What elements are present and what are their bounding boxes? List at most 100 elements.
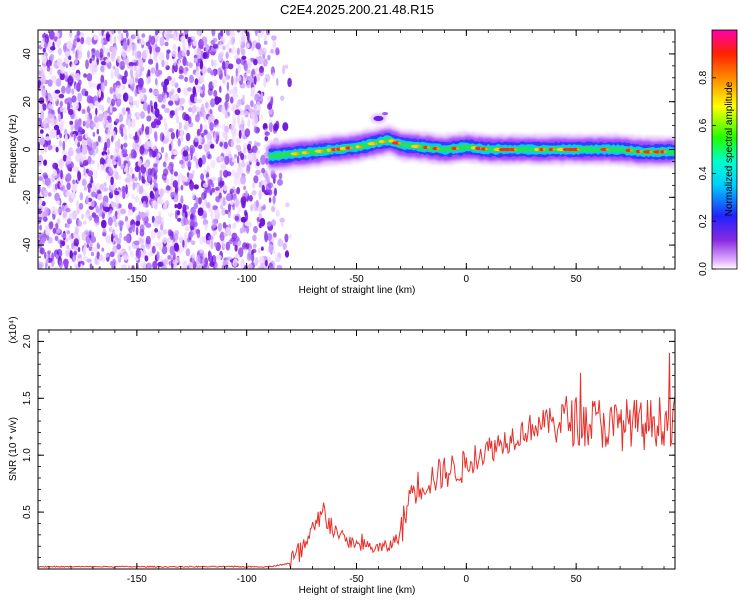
noise-blob — [226, 256, 233, 261]
ridge-core — [649, 150, 653, 154]
noise-blob — [145, 46, 149, 57]
noise-blob — [200, 59, 203, 70]
noise-blob — [251, 145, 258, 154]
noise-blob — [257, 34, 260, 43]
noise-blob — [130, 148, 136, 159]
noise-blob — [76, 50, 83, 60]
noise-blob — [234, 153, 237, 159]
noise-blob — [51, 109, 55, 115]
noise-blob — [144, 255, 149, 262]
noise-blob — [111, 98, 116, 107]
noise-blob — [215, 254, 222, 260]
noise-blob — [260, 92, 264, 99]
noise-blob — [41, 91, 46, 98]
ridge-core — [639, 150, 643, 153]
noise-blob — [44, 251, 47, 260]
noise-blob — [149, 88, 153, 93]
noise-blob — [210, 240, 214, 250]
y-tick-label: 1.5 — [22, 391, 33, 405]
noise-blob — [195, 114, 200, 123]
noise-blob — [111, 135, 114, 143]
noise-blob — [178, 59, 181, 67]
noise-blob — [47, 144, 53, 151]
noise-blob — [229, 124, 234, 131]
noise-blob — [100, 82, 105, 92]
noise-blob — [202, 52, 208, 59]
noise-blob — [263, 47, 267, 52]
noise-blob — [77, 261, 81, 268]
noise-blob — [65, 155, 72, 165]
noise-blob — [214, 242, 217, 247]
noise-blob — [72, 184, 77, 193]
x-tick-label: -100 — [237, 274, 257, 285]
noise-blob — [145, 262, 152, 269]
noise-blob — [219, 231, 225, 242]
noise-blob — [148, 58, 154, 65]
noise-blob — [171, 64, 175, 74]
noise-blob — [213, 59, 217, 68]
snr-panel: -150 -100 -50 0 50 0.5 1.0 1.5 2.0 Height of st… — [8, 316, 676, 596]
ridge-core — [635, 149, 641, 154]
noise-blob — [209, 108, 213, 115]
noise-blob — [114, 91, 119, 96]
noise-blob — [264, 131, 270, 136]
noise-blob — [91, 191, 97, 198]
noise-blob — [75, 50, 78, 60]
noise-blob — [53, 62, 58, 69]
noise-blob — [213, 68, 217, 77]
noise-blob — [99, 48, 104, 58]
noise-blob — [122, 185, 126, 194]
noise-blob — [196, 230, 201, 239]
noise-blob — [114, 171, 119, 180]
noise-blob — [119, 60, 125, 71]
noise-blob — [152, 51, 157, 61]
ridge-core — [426, 146, 431, 149]
noise-blob — [60, 169, 63, 180]
noise-blob — [186, 49, 190, 57]
noise-blob — [52, 162, 59, 169]
noise-blob — [131, 34, 136, 40]
noise-blob — [79, 32, 85, 38]
noise-blob — [77, 218, 81, 227]
noise-blob — [84, 213, 90, 219]
noise-blob — [40, 147, 45, 155]
noise-blob — [74, 34, 80, 41]
noise-blob — [212, 37, 218, 43]
noise-blob — [74, 114, 78, 120]
noise-blob — [97, 193, 103, 201]
noise-blob — [169, 230, 175, 241]
noise-blob — [263, 152, 270, 158]
noise-blob — [198, 157, 203, 168]
noise-blob — [87, 155, 92, 165]
noise-blob — [206, 137, 212, 146]
noise-blob — [207, 153, 212, 160]
noise-blob — [239, 123, 245, 132]
noise-blob — [53, 124, 60, 131]
noise-blob — [246, 164, 251, 172]
noise-blob — [69, 167, 72, 172]
y-tick-label: 40 — [22, 48, 33, 60]
noise-blob — [115, 204, 119, 210]
noise-blob — [51, 75, 57, 84]
noise-blob — [131, 50, 135, 57]
noise-blob — [239, 109, 245, 116]
noise-blob — [171, 79, 176, 87]
noise-blob — [100, 39, 104, 44]
noise-blob — [104, 79, 108, 87]
noise-blob — [226, 171, 232, 177]
noise-blob — [267, 95, 272, 102]
noise-blob — [109, 86, 113, 95]
noise-blob — [113, 35, 117, 45]
noise-blob — [250, 112, 256, 120]
noise-blob — [248, 247, 252, 255]
noise-blob — [39, 84, 43, 91]
noise-blob — [211, 79, 218, 88]
noise-blob — [201, 201, 204, 211]
noise-blob — [169, 245, 175, 256]
y-tick-label: -20 — [22, 190, 33, 205]
noise-blob — [193, 184, 199, 190]
noise-blob — [103, 110, 108, 120]
noise-blob — [153, 242, 160, 247]
noise-blob — [114, 234, 118, 241]
noise-blob — [208, 235, 214, 241]
